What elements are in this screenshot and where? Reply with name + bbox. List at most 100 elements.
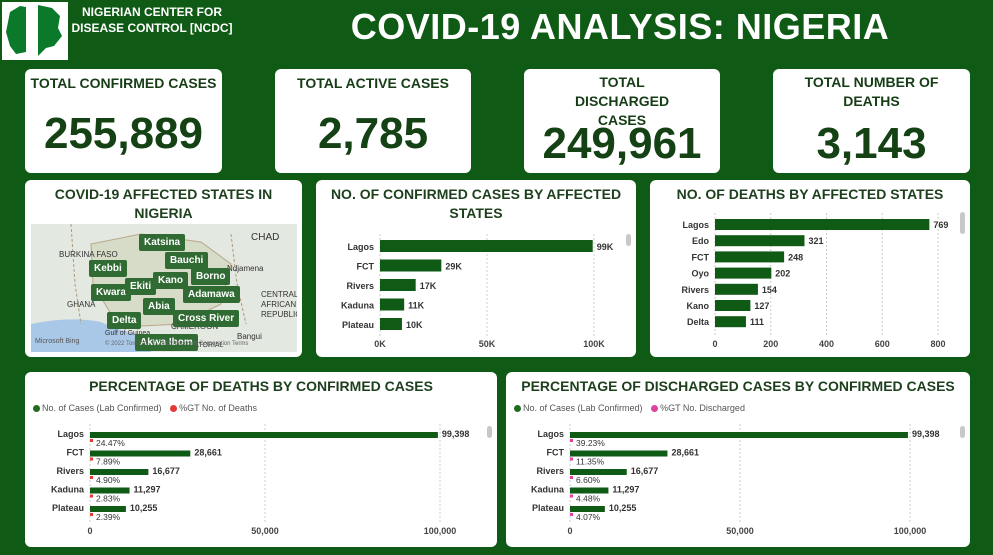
bar[interactable] [380, 240, 593, 252]
legend-item[interactable]: %GT No. of Deaths [170, 403, 257, 413]
kpi-card-discharged: TOTAL DISCHARGED CASES 249,961 [524, 69, 720, 173]
legend-label: %GT No. of Deaths [179, 403, 257, 413]
data-label: 16,677 [152, 466, 180, 476]
map-brand: Microsoft Bing [35, 338, 80, 345]
bar[interactable] [380, 318, 402, 330]
bar[interactable] [90, 506, 126, 512]
category-label: Lagos [347, 242, 374, 252]
bar[interactable] [715, 316, 746, 328]
bar[interactable] [715, 300, 751, 311]
bar[interactable] [715, 267, 772, 279]
bar[interactable] [570, 506, 605, 512]
pct-marker[interactable] [90, 494, 93, 498]
legend-item[interactable]: No. of Cases (Lab Confirmed) [33, 403, 162, 413]
pct-marker[interactable] [570, 457, 573, 461]
kpi-value: 3,143 [816, 119, 927, 168]
dashboard-title: COVID-19 ANALYSIS: NIGERIA [350, 6, 890, 47]
bar[interactable] [715, 219, 930, 230]
legend-item[interactable]: %GT No. Discharged [651, 403, 745, 413]
bar[interactable] [715, 235, 805, 247]
category-label: Lagos [682, 220, 709, 230]
kpi-label: TOTAL ACTIVE CASES [297, 75, 449, 91]
bar[interactable] [380, 279, 416, 291]
pct-discharged-panel: PERCENTAGE OF DISCHARGED CASES BY CONFIR… [506, 372, 970, 547]
state-pin-abia[interactable]: Abia [143, 298, 175, 315]
category-label: Rivers [681, 285, 709, 295]
data-label: 769 [933, 220, 948, 230]
pct-label: 7.89% [96, 457, 121, 467]
bar[interactable] [570, 432, 908, 438]
legend-dot [170, 405, 178, 413]
category-label: FCT [547, 448, 565, 458]
pct-marker[interactable] [90, 457, 93, 461]
kpi-card-active: TOTAL ACTIVE CASES 2,785 [275, 69, 471, 173]
bar[interactable] [380, 259, 442, 272]
tick-label: 100,000 [424, 526, 457, 536]
data-label: 10K [406, 320, 423, 330]
pct-marker[interactable] [90, 476, 93, 479]
category-label: Kaduna [341, 301, 375, 311]
kpi-value: 255,889 [43, 109, 204, 158]
kpi-label: TOTAL CONFIRMED CASES [30, 75, 217, 91]
data-label: 11,297 [612, 485, 639, 495]
pct-marker[interactable] [570, 494, 573, 498]
bar[interactable] [715, 283, 758, 295]
bar[interactable] [380, 298, 405, 311]
bar[interactable] [715, 251, 785, 263]
deaths-bar-chart: 0 200 400 600 800 Lagos 769 Edo 321 FCT 248 Oyo 202 R… [681, 213, 948, 349]
deaths-by-state-panel: NO. OF DEATHS BY AFFECTED STATES 0 200 400… [650, 180, 970, 357]
state-pin-kwara[interactable]: Kwara [91, 284, 132, 301]
state-pin-borno[interactable]: Borno [191, 268, 231, 285]
bar[interactable] [90, 487, 130, 494]
state-pin-delta[interactable]: Delta [107, 312, 142, 329]
map-label: CHAD [251, 232, 280, 243]
tick-label: 50,000 [726, 526, 754, 536]
pct-marker[interactable] [570, 513, 573, 516]
legend-item[interactable]: No. of Cases (Lab Confirmed) [514, 403, 643, 413]
pct-marker[interactable] [570, 439, 573, 442]
state-pin-adamawa[interactable]: Adamawa [183, 286, 240, 303]
category-label: Lagos [57, 429, 84, 439]
bar[interactable] [570, 487, 609, 494]
pct-label: 4.48% [576, 494, 601, 504]
state-pin-kebbi[interactable]: Kebbi [89, 260, 127, 277]
map-label: GHANA [67, 300, 96, 309]
scrollbar[interactable] [960, 212, 965, 234]
legend-dot [651, 405, 659, 413]
nigeria-flag-map-icon [6, 5, 62, 57]
pct-label: 6.60% [576, 475, 601, 485]
panel-title: NO. OF CONFIRMED CASES BY AFFECTED STATE… [330, 186, 622, 221]
state-pin-bauchi[interactable]: Bauchi [165, 252, 209, 269]
bar[interactable] [90, 432, 438, 438]
map-view[interactable]: BURKINA FASO CHAD GHANA CAMEROON CENTRAL… [31, 224, 297, 352]
scrollbar[interactable] [626, 234, 631, 246]
bar[interactable] [570, 469, 627, 475]
category-label: Rivers [536, 466, 564, 476]
bar[interactable] [90, 469, 149, 475]
pct-marker[interactable] [90, 513, 93, 516]
state-pin-kano[interactable]: Kano [153, 272, 188, 289]
bar[interactable] [570, 450, 668, 457]
category-label: Lagos [537, 429, 564, 439]
state-pin-cross-river[interactable]: Cross River [173, 310, 240, 327]
tick-label: 50K [479, 339, 496, 349]
tick-label: 600 [875, 339, 890, 349]
scrollbar[interactable] [960, 426, 965, 438]
pct-marker[interactable] [570, 476, 573, 479]
legend-dot [514, 405, 521, 413]
state-pin-ekiti[interactable]: Ekiti [125, 278, 157, 295]
category-label: Oyo [691, 269, 709, 279]
data-label: 11,297 [134, 485, 161, 495]
state-pin-akwa-ibom[interactable]: Akwa Ibom [135, 334, 198, 351]
tick-label: 800 [930, 339, 945, 349]
ncdc-logo [2, 2, 68, 60]
map-title: COVID-19 AFFECTED STATES IN NIGERIA [54, 186, 273, 221]
scrollbar[interactable] [487, 426, 492, 438]
bar[interactable] [90, 450, 191, 457]
kpi-label: TOTAL NUMBER OF DEATHS [804, 74, 939, 109]
data-label: 154 [762, 285, 777, 295]
confirmed-by-state-panel: NO. OF CONFIRMED CASES BY AFFECTED STATE… [316, 180, 636, 357]
pct-marker[interactable] [90, 439, 93, 442]
state-pin-katsina[interactable]: Katsina [139, 234, 186, 251]
category-label: Kaduna [51, 485, 85, 495]
